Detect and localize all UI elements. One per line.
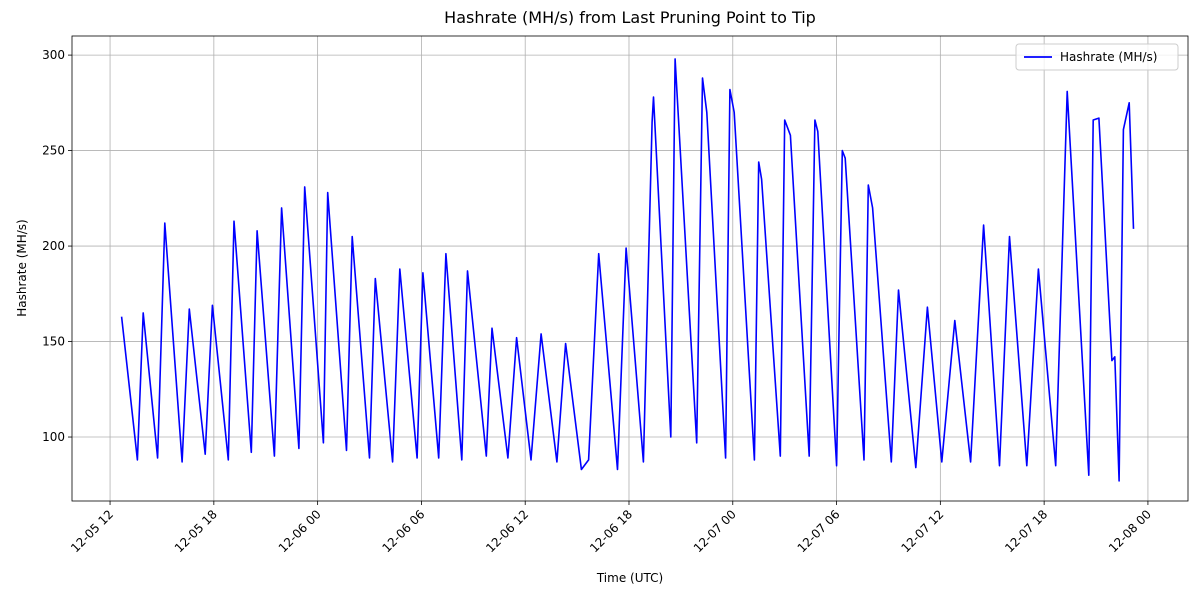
chart-title: Hashrate (MH/s) from Last Pruning Point … [444, 8, 816, 27]
y-tick-label: 200 [42, 239, 65, 253]
x-tick-label: 12-06 18 [587, 507, 635, 555]
x-tick-label: 12-05 12 [68, 507, 116, 555]
y-tick-label: 300 [42, 48, 65, 62]
x-axis-label: Time (UTC) [596, 571, 663, 585]
legend-label: Hashrate (MH/s) [1060, 50, 1157, 64]
x-tick-label: 12-06 00 [276, 507, 324, 555]
legend-box [1015, 43, 1179, 71]
x-tick-label: 12-08 00 [1106, 507, 1154, 555]
y-tick-label: 100 [42, 430, 65, 444]
x-tick-label: 12-07 18 [1002, 507, 1050, 555]
x-tick-label: 12-06 06 [379, 507, 427, 555]
y-tick-label: 150 [42, 335, 65, 349]
x-tick-label: 12-07 12 [898, 507, 946, 555]
data-line [120, 58, 1135, 482]
legend: Hashrate (MH/s) [1015, 43, 1179, 71]
y-axis-label: Hashrate (MH/s) [15, 219, 29, 316]
x-tick-label: 12-07 06 [795, 507, 843, 555]
x-tick-label: 12-06 12 [483, 507, 531, 555]
x-tick-label: 12-07 00 [691, 507, 739, 555]
plot-frame [71, 35, 1189, 502]
y-tick-label: 250 [42, 144, 65, 158]
x-tick-label: 12-05 18 [172, 507, 220, 555]
